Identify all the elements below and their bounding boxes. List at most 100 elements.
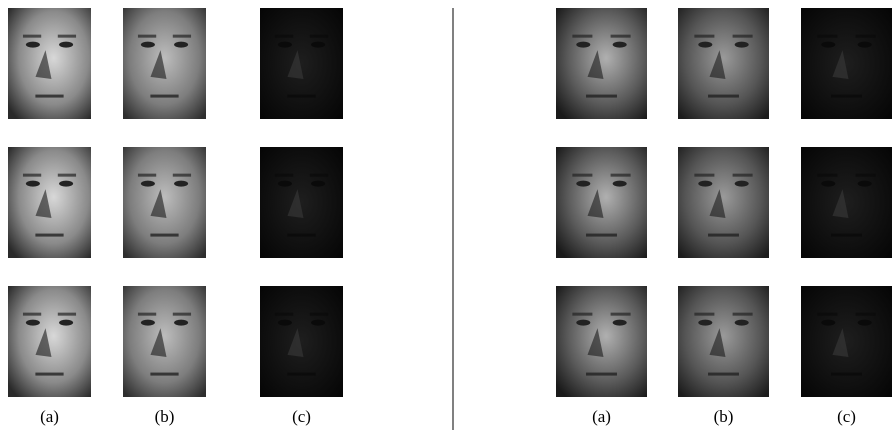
face-image — [678, 147, 769, 258]
brow — [137, 312, 157, 316]
brow — [572, 34, 593, 38]
brow — [610, 173, 631, 177]
face-image — [123, 8, 206, 119]
eye — [140, 180, 155, 187]
brow — [817, 312, 838, 316]
eye — [698, 319, 713, 326]
eye — [734, 41, 749, 48]
eye — [576, 180, 591, 187]
panel-label: (c) — [837, 407, 856, 426]
face-image — [801, 8, 892, 119]
eye — [612, 319, 627, 326]
nose-shadow — [35, 189, 52, 219]
face-image — [260, 147, 343, 258]
brow — [274, 312, 294, 316]
brow — [22, 312, 42, 316]
eye — [277, 41, 292, 48]
mouth — [831, 372, 862, 376]
mouth — [708, 372, 739, 376]
eye — [25, 41, 40, 48]
mouth — [708, 233, 739, 237]
nose-shadow — [35, 50, 52, 80]
brow — [172, 34, 192, 38]
panel-label: (b) — [714, 407, 734, 426]
eye — [821, 180, 836, 187]
eye — [734, 319, 749, 326]
brow — [309, 312, 329, 316]
mouth — [831, 233, 862, 237]
brow — [855, 173, 876, 177]
nose-shadow — [150, 50, 167, 80]
mouth — [35, 94, 64, 98]
nose-shadow — [709, 50, 726, 80]
brow — [817, 34, 838, 38]
eye — [734, 180, 749, 187]
eye — [174, 319, 189, 326]
eye — [698, 180, 713, 187]
nose-shadow — [709, 189, 726, 219]
brow — [572, 173, 593, 177]
brow — [694, 34, 715, 38]
face-image — [801, 147, 892, 258]
brow — [309, 173, 329, 177]
face-image — [8, 8, 91, 119]
eye — [59, 319, 74, 326]
brow — [732, 173, 753, 177]
brow — [57, 312, 77, 316]
brow — [57, 173, 77, 177]
brow — [855, 312, 876, 316]
mouth — [150, 372, 179, 376]
eye — [311, 41, 326, 48]
panel-label: (b) — [155, 407, 175, 426]
mouth — [586, 233, 617, 237]
nose-shadow — [287, 50, 304, 80]
face-image — [8, 286, 91, 397]
eye — [311, 319, 326, 326]
mouth — [35, 372, 64, 376]
eye — [576, 319, 591, 326]
brow — [22, 34, 42, 38]
eye — [174, 41, 189, 48]
face-image — [556, 147, 647, 258]
brow — [732, 34, 753, 38]
brow — [572, 312, 593, 316]
brow — [22, 173, 42, 177]
eye — [174, 180, 189, 187]
brow — [610, 312, 631, 316]
brow — [137, 34, 157, 38]
eye — [612, 180, 627, 187]
nose-shadow — [287, 189, 304, 219]
mouth — [586, 372, 617, 376]
face-image — [678, 286, 769, 397]
eye — [698, 41, 713, 48]
face-image — [123, 147, 206, 258]
face-image — [123, 286, 206, 397]
nose-shadow — [832, 50, 849, 80]
mouth — [287, 233, 316, 237]
face-image — [678, 8, 769, 119]
mouth — [35, 233, 64, 237]
brow — [732, 312, 753, 316]
brow — [57, 34, 77, 38]
eye — [857, 41, 872, 48]
eye — [25, 180, 40, 187]
eye — [311, 180, 326, 187]
brow — [274, 34, 294, 38]
eye — [857, 180, 872, 187]
nose-shadow — [587, 189, 604, 219]
brow — [309, 34, 329, 38]
brow — [137, 173, 157, 177]
eye — [59, 41, 74, 48]
eye — [612, 41, 627, 48]
mouth — [708, 94, 739, 98]
brow — [274, 173, 294, 177]
eye — [25, 319, 40, 326]
brow — [817, 173, 838, 177]
nose-shadow — [587, 328, 604, 358]
face-image — [260, 286, 343, 397]
brow — [694, 312, 715, 316]
eye — [821, 41, 836, 48]
brow — [610, 34, 631, 38]
face-image — [8, 147, 91, 258]
